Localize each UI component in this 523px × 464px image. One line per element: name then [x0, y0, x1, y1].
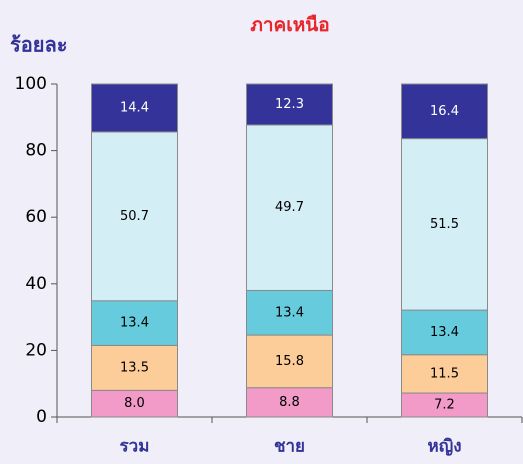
bar-segment	[401, 309, 488, 356]
value-label: 13.4	[275, 305, 304, 320]
value-label: 8.0	[124, 396, 145, 411]
bar-segment	[401, 83, 488, 140]
value-label: 7.2	[434, 398, 455, 413]
bar-segment	[401, 138, 488, 311]
bar-segment	[91, 131, 178, 302]
value-label: 13.4	[430, 325, 459, 340]
y-tick-label: 40	[25, 274, 47, 294]
y-axis-label: ร้อยละ	[10, 33, 67, 57]
bar-segment	[91, 389, 178, 418]
value-label: 13.5	[120, 360, 149, 375]
y-tick-label: 20	[25, 340, 47, 360]
value-label: 15.8	[275, 354, 304, 369]
value-label: 50.7	[120, 209, 149, 224]
bar-segment	[246, 387, 333, 418]
value-label: 51.5	[430, 217, 459, 232]
x-tick-label: ชาย	[274, 437, 305, 457]
bar-segment	[246, 289, 333, 336]
bar-segment	[246, 83, 333, 126]
bar-segment	[91, 83, 178, 133]
bar-segment	[246, 124, 333, 291]
value-label: 49.7	[275, 200, 304, 215]
y-tick-label: 0	[36, 407, 47, 427]
y-tick-label: 60	[25, 207, 47, 227]
value-label: 14.4	[120, 100, 149, 115]
y-tick-label: 80	[25, 141, 47, 161]
value-label: 13.4	[120, 316, 149, 331]
value-label: 8.8	[279, 395, 300, 410]
chart-title: ภาคเหนือ	[250, 14, 329, 36]
bar-segment	[401, 354, 488, 394]
y-tick-label: 100	[15, 74, 47, 94]
x-tick-label: รวม	[120, 437, 150, 457]
bar-segment	[91, 344, 178, 391]
value-label: 12.3	[275, 97, 304, 112]
value-label: 11.5	[430, 366, 459, 381]
x-tick-label: หญิง	[428, 437, 462, 457]
value-label: 16.4	[430, 104, 459, 119]
bar-segment	[91, 300, 178, 346]
